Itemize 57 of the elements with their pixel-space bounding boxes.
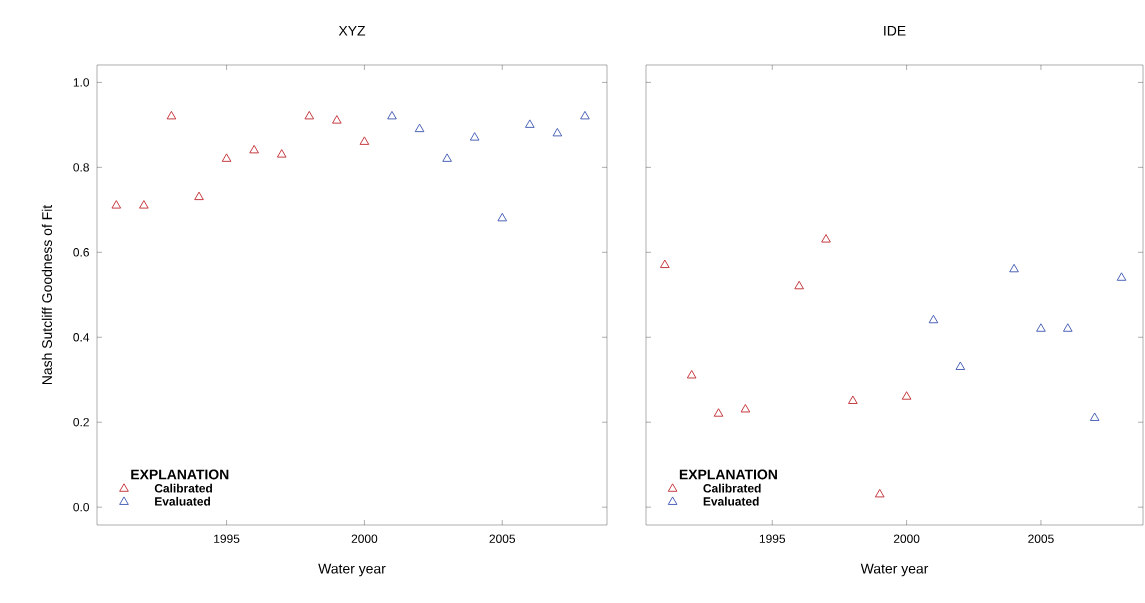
point — [1009, 263, 1019, 273]
point — [1089, 412, 1100, 421]
point — [848, 395, 858, 404]
point — [660, 259, 670, 268]
point — [249, 144, 259, 154]
y-axis-title: Nash Sutcliff Goodness of Fit — [41, 204, 53, 385]
legend-title: EXPLANATION — [131, 469, 229, 480]
point — [1036, 323, 1046, 332]
legend-label: Calibrated — [703, 483, 761, 493]
y-tick-label: 0.8 — [73, 163, 89, 172]
chart-title: XYZ — [338, 25, 366, 36]
point — [740, 404, 751, 413]
x-tick-label: 2000 — [351, 534, 378, 543]
point — [111, 200, 122, 209]
point — [1063, 323, 1073, 332]
point — [525, 119, 535, 128]
x-tick-label: 1995 — [214, 534, 240, 543]
point — [901, 391, 912, 400]
y-tick-label: 0.6 — [73, 248, 89, 257]
point — [874, 488, 885, 498]
x-tick-label: 2005 — [489, 534, 516, 543]
chart-title: IDE — [884, 25, 906, 36]
point — [276, 149, 287, 158]
legend-label: Calibrated — [154, 483, 212, 493]
x-tick-label: 2005 — [1028, 534, 1054, 543]
legend-title: EXPLANATION — [679, 469, 777, 480]
point — [166, 110, 177, 120]
point — [414, 123, 425, 133]
point — [221, 153, 232, 162]
point — [387, 110, 397, 120]
x-tick-label: 2000 — [893, 534, 920, 543]
legend-label: Evaluated — [703, 496, 759, 506]
point — [442, 153, 452, 162]
x-tick-label: 1995 — [759, 534, 786, 543]
point — [552, 127, 563, 137]
point — [794, 280, 804, 290]
y-tick-label: 0.2 — [73, 417, 89, 427]
point — [713, 408, 724, 417]
point — [304, 110, 315, 120]
point — [955, 361, 966, 370]
point — [686, 370, 697, 379]
point — [332, 115, 342, 124]
point — [1116, 272, 1127, 281]
point — [194, 191, 204, 201]
point — [359, 136, 370, 145]
y-tick-label: 1.0 — [73, 78, 90, 87]
x-axis-title: Water year — [318, 563, 386, 577]
y-tick-label: 0.4 — [73, 333, 90, 342]
point — [469, 132, 480, 141]
point — [139, 200, 149, 209]
legend-label: Evaluated — [155, 496, 210, 506]
point — [821, 234, 831, 243]
point — [928, 314, 939, 324]
point — [497, 212, 508, 222]
point — [580, 110, 590, 120]
y-tick-label: 0.0 — [73, 502, 90, 512]
x-axis-title: Water year — [860, 563, 929, 577]
